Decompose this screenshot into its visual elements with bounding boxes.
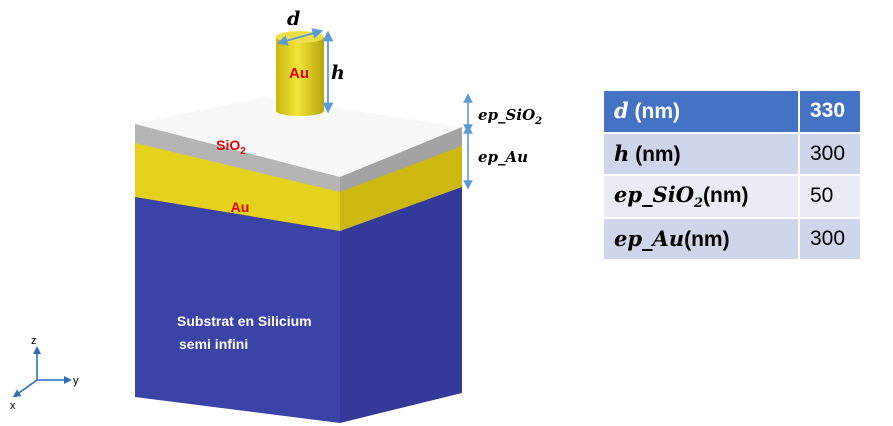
z-axis-label: z [31, 335, 37, 347]
table-row: d (nm) 330 [604, 91, 860, 134]
param-cell: ep_SiO2(nm) [604, 176, 800, 219]
param-unit: (nm) [684, 228, 730, 251]
axes-triad: z y x [10, 335, 79, 412]
table-row: ep_Au(nm) 300 [604, 219, 860, 262]
ep-au-label: ep_Au [478, 148, 528, 166]
param-unit: (nm) [629, 100, 680, 123]
param-symbol: d [614, 98, 629, 123]
param-cell: ep_Au(nm) [604, 219, 800, 262]
param-symbol: ep_Au [614, 226, 684, 251]
param-unit: (nm) [703, 184, 749, 207]
parameters-table: d (nm) 330 h (nm) 300 ep_SiO2(nm) 50 ep_… [604, 91, 860, 261]
x-axis-arrow [16, 380, 37, 395]
substrate-label-line1: Substrat en Silicium [177, 313, 312, 329]
dimension-h-label: h [331, 62, 345, 84]
table-row: ep_SiO2(nm) 50 [604, 176, 860, 219]
param-symbol: ep_SiO [614, 182, 694, 207]
dimension-d-label: d [287, 8, 300, 30]
table-row: h (nm) 300 [604, 134, 860, 177]
y-axis-label: y [73, 375, 79, 387]
ep-sio2-label: ep_SiO2 [478, 106, 542, 127]
param-cell: d (nm) [604, 91, 800, 134]
value-cell: 50 [800, 176, 860, 219]
substrate-front-face [135, 196, 340, 423]
value-cell: 300 [800, 219, 860, 262]
x-axis-label: x [10, 400, 16, 412]
param-unit: (nm) [629, 143, 680, 166]
substrate-label-line2: semi infini [179, 336, 248, 352]
param-cell: h (nm) [604, 134, 800, 177]
value-cell: 330 [800, 91, 860, 134]
param-symbol-sub: 2 [694, 196, 703, 211]
au-layer-material-label: Au [231, 199, 250, 215]
param-symbol: h [614, 141, 629, 166]
cylinder-material-label: Au [289, 65, 309, 82]
value-cell: 300 [800, 134, 860, 177]
